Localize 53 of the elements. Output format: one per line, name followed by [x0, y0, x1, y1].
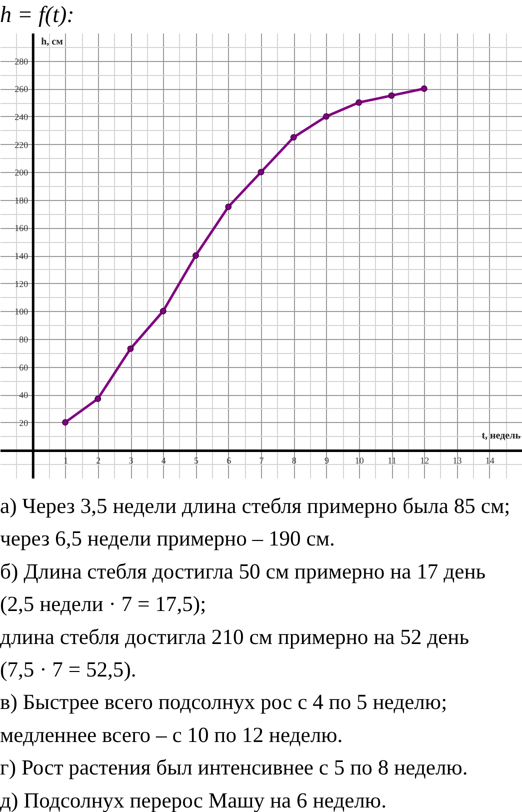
- point: [290, 134, 297, 141]
- y-tick-label: 280: [14, 56, 29, 66]
- point: [388, 92, 395, 99]
- y-tick-label: 260: [14, 84, 29, 94]
- text: медленнее всего – с 10 по 12 неделю.: [0, 722, 343, 747]
- y-tick-label: 140: [14, 251, 29, 261]
- point: [94, 396, 102, 402]
- y-tick-label: 80: [19, 334, 29, 344]
- x-tick-label: 5: [194, 456, 199, 466]
- point: [420, 85, 428, 92]
- x-tick-label: 13: [452, 456, 462, 466]
- x-tick-label: 7: [259, 456, 264, 466]
- y-tick-label: 240: [14, 112, 29, 122]
- point: [225, 204, 232, 210]
- text: через 6,5 недели примерно – 190 см.: [0, 526, 335, 551]
- y-tick-label: 120: [14, 278, 29, 289]
- point: [356, 99, 362, 106]
- x-tick-label: 3: [128, 456, 134, 466]
- y-tick-label: 220: [14, 140, 29, 150]
- y-tick-label: 20: [19, 418, 29, 428]
- text: в) Быстрее всего подсолнух рос с 4 по 5 неделю;: [0, 690, 448, 714]
- point: [323, 113, 330, 120]
- text: (2,5 недели · 7 = 17,5);: [0, 592, 206, 616]
- y-tick-label: 160: [14, 223, 29, 234]
- x-tick-label: 8: [292, 456, 297, 466]
- point: [127, 345, 134, 352]
- x-axis-title: t, недель: [482, 430, 522, 442]
- x-tick-label: 10: [354, 456, 364, 466]
- x-tick-label: 12: [420, 456, 430, 466]
- x-tick-label: 6: [226, 456, 232, 466]
- point: [192, 252, 199, 259]
- y-tick-label: 100: [14, 306, 29, 317]
- y-tick-label: 180: [14, 195, 29, 206]
- x-tick-label: 9: [324, 456, 330, 466]
- x-tick-label: 11: [388, 456, 396, 466]
- x-tick-label: 14: [485, 456, 495, 466]
- y-axis-title: h, см: [41, 36, 64, 48]
- text: д) Подсолнух перерос Машу на 6 неделю.: [0, 788, 386, 812]
- text: б) Длина стебля достигла 50 см примерно на 17 день: [0, 559, 486, 584]
- point: [258, 168, 264, 176]
- y-tick-label: 60: [19, 362, 29, 372]
- y-tick-label: 40: [19, 390, 29, 400]
- y-tick-label: 200: [14, 168, 29, 178]
- text: а) Через 3,5 недели длина стебля примерно была 85 см;: [0, 494, 510, 518]
- chart-title: h = f(t):: [0, 2, 74, 27]
- point: [160, 308, 166, 314]
- text: длина стебля достигла 210 см примерно на 52 день: [0, 624, 470, 649]
- point: [62, 419, 68, 426]
- x-tick-label: 2: [96, 456, 101, 466]
- x-tick-label: 1: [64, 456, 68, 466]
- text: (7,5 · 7 = 52,5).: [0, 658, 136, 682]
- x-tick-label: 4: [161, 456, 166, 466]
- text: г) Рост растения был интенсивнее с 5 по 8 неделю.: [0, 756, 468, 780]
